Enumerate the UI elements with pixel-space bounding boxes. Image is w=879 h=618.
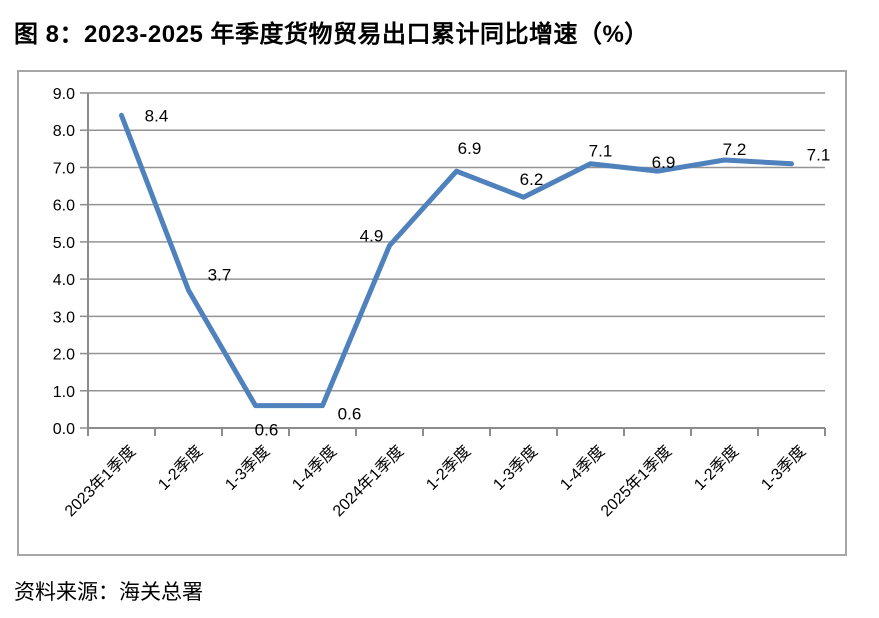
svg-text:6.2: 6.2 xyxy=(520,170,544,189)
svg-text:5.0: 5.0 xyxy=(53,235,75,252)
figure-title: 图 8：2023-2025 年季度货物贸易出口累计同比增速（%） xyxy=(14,21,649,48)
svg-text:6.9: 6.9 xyxy=(458,139,482,158)
svg-text:1-2季度: 1-2季度 xyxy=(423,442,475,494)
export-growth-line-chart: 0.0 1.0 2.0 3.0 4.0 5.0 6.0 7.0 8.0 9.0 2023年1季度 1-… xyxy=(53,86,831,520)
svg-text:7.0: 7.0 xyxy=(53,160,75,177)
svg-text:0.6: 0.6 xyxy=(338,405,362,424)
svg-text:8.4: 8.4 xyxy=(145,106,169,125)
svg-text:7.1: 7.1 xyxy=(589,142,613,161)
svg-text:8.0: 8.0 xyxy=(53,123,75,140)
svg-text:1-2季度: 1-2季度 xyxy=(155,442,207,494)
svg-text:2023年1季度: 2023年1季度 xyxy=(61,442,139,520)
svg-text:1-2季度: 1-2季度 xyxy=(691,442,743,494)
svg-text:1-4季度: 1-4季度 xyxy=(289,442,341,494)
source-note: 资料来源：海关总署 xyxy=(14,581,203,604)
svg-text:6.9: 6.9 xyxy=(652,153,676,172)
svg-text:4.9: 4.9 xyxy=(360,227,384,246)
svg-text:4.0: 4.0 xyxy=(53,272,75,289)
svg-text:0.6: 0.6 xyxy=(255,421,279,440)
svg-text:1-4季度: 1-4季度 xyxy=(557,442,609,494)
svg-text:7.2: 7.2 xyxy=(723,140,747,159)
svg-text:2025年1季度: 2025年1季度 xyxy=(597,442,675,520)
svg-text:2.0: 2.0 xyxy=(53,347,75,364)
svg-text:6.0: 6.0 xyxy=(53,198,75,215)
svg-text:9.0: 9.0 xyxy=(53,86,75,103)
svg-text:3.0: 3.0 xyxy=(53,309,75,326)
svg-text:1-3季度: 1-3季度 xyxy=(490,442,542,494)
svg-text:7.1: 7.1 xyxy=(807,146,831,165)
svg-text:1.0: 1.0 xyxy=(53,384,75,401)
svg-text:1-3季度: 1-3季度 xyxy=(758,442,810,494)
chart-frame: 0.0 1.0 2.0 3.0 4.0 5.0 6.0 7.0 8.0 9.0 2023年1季度 1-… xyxy=(17,70,847,556)
svg-text:2024年1季度: 2024年1季度 xyxy=(329,442,407,520)
svg-text:0.0: 0.0 xyxy=(53,421,75,438)
svg-text:1-3季度: 1-3季度 xyxy=(222,442,274,494)
svg-text:3.7: 3.7 xyxy=(208,265,232,284)
